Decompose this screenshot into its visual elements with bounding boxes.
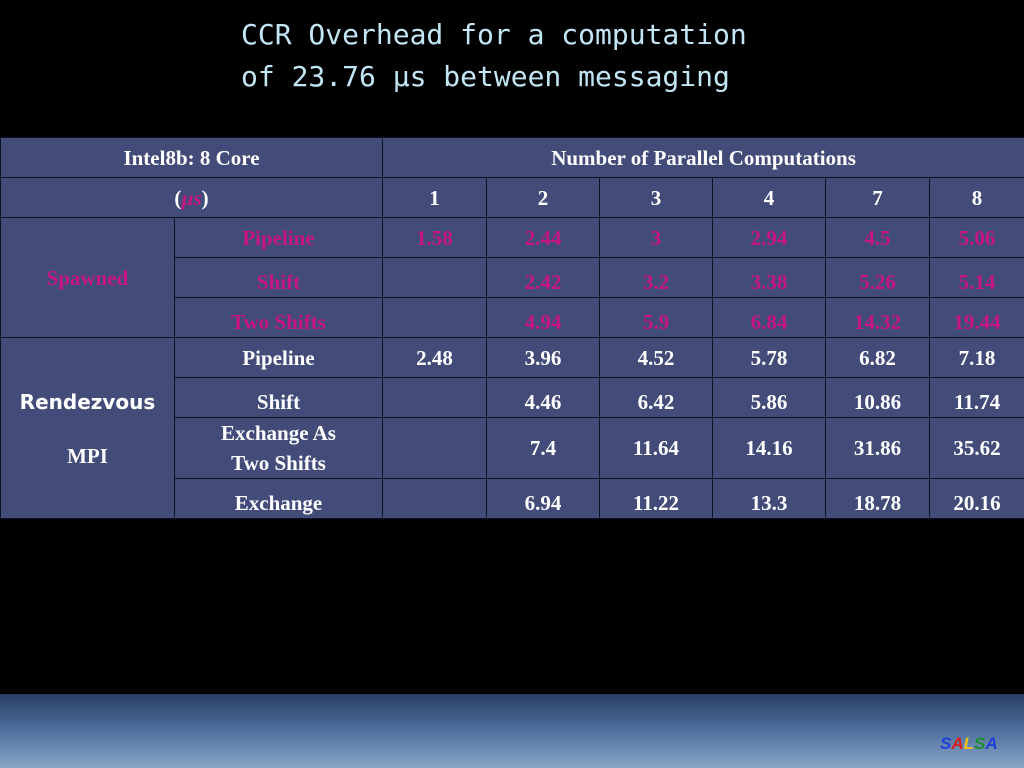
logo-letter: S (940, 734, 952, 753)
table-cell: 3.2 (599, 257, 714, 298)
table-cell: 5.78 (712, 337, 827, 378)
table-cell: 6.84 (712, 297, 827, 338)
table-cell: 5.86 (712, 377, 827, 418)
table-cell: 5.06 (929, 217, 1024, 258)
group-header: Number of Parallel Computations (382, 137, 1024, 178)
column-header: 3 (599, 177, 714, 218)
table-cell: 2.44 (486, 217, 601, 258)
table-cell (382, 257, 488, 298)
table-cell: 18.78 (825, 478, 931, 519)
table-row: Rendezvous MPI Pipeline 2.48 3.96 4.52 5… (0, 337, 1024, 519)
table-cell: 4.46 (486, 377, 601, 418)
unit-text: µs (181, 185, 202, 210)
table-cell (382, 417, 488, 479)
table-cell: 31.86 (825, 417, 931, 479)
row-label: Shift (173, 377, 384, 418)
logo-letter: S (974, 734, 986, 753)
table-cell (382, 297, 488, 338)
table-row: Shift 2.42 3.2 3.38 5.26 5.14 (1, 257, 1024, 298)
table-cell: 5.9 (599, 297, 714, 338)
table-cell: 1.58 (382, 217, 488, 258)
table-cell: 4.5 (825, 217, 931, 258)
column-header: 4 (712, 177, 827, 218)
table-cell: 5.14 (929, 257, 1024, 298)
table-cell: 19.44 (929, 297, 1024, 338)
table-cell: 4.52 (599, 337, 714, 378)
header-row-1: Intel8b: 8 Core Number of Parallel Compu… (0, 137, 1024, 178)
table-cell: 11.22 (599, 478, 714, 519)
salsa-logo: SALSA (940, 734, 998, 754)
unit-close: ) (201, 185, 209, 210)
title-area: CCR Overhead for a computation of 23.76 … (0, 0, 1024, 137)
column-header: 7 (825, 177, 931, 218)
table-cell: 3.96 (486, 337, 601, 378)
table-cell: 13.3 (712, 478, 827, 519)
table-cell: 20.16 (929, 478, 1024, 519)
table-cell: 4.94 (486, 297, 601, 338)
table-row: Exchange As Two Shifts 7.4 11.64 14.16 3… (1, 417, 1024, 479)
group-label-rendezvous: Rendezvous MPI (0, 337, 175, 519)
footer-band (0, 694, 1024, 768)
row-label: Shift (173, 257, 384, 298)
row-label: Pipeline (173, 217, 384, 258)
row-label: Exchange As Two Shifts (173, 417, 384, 479)
table-cell (382, 478, 488, 519)
group-label-line-1: Rendezvous (19, 390, 156, 414)
logo-letter: A (951, 734, 964, 753)
slide-title-line-1: CCR Overhead for a computation (241, 18, 747, 51)
row-label: Two Shifts (173, 297, 384, 338)
table-cell: 7.4 (486, 417, 601, 479)
unit-label: (µs) (0, 177, 384, 218)
slide-title-line-2: of 23.76 µs between messaging (241, 60, 730, 93)
table-row: Spawned Pipeline 1.58 2.44 3 2.94 4.5 5.… (0, 217, 1024, 338)
table-cell (382, 377, 488, 418)
overhead-table: Intel8b: 8 Core Number of Parallel Compu… (0, 137, 1024, 519)
table-cell: 6.42 (599, 377, 714, 418)
unit-open: ( (174, 185, 182, 210)
table-cell: 2.48 (382, 337, 488, 378)
table-cell: 10.86 (825, 377, 931, 418)
table-cell: 6.94 (486, 478, 601, 519)
row-label-line-1: Exchange As (221, 421, 336, 445)
row-label: Exchange (173, 478, 384, 519)
table-cell: 3 (599, 217, 714, 258)
row-label-line-2: Two Shifts (231, 451, 326, 475)
table-cell: 6.82 (825, 337, 931, 378)
table-cell: 11.64 (599, 417, 714, 479)
table-cell: 7.18 (929, 337, 1024, 378)
table-row: Shift 4.46 6.42 5.86 10.86 11.74 (1, 377, 1024, 418)
column-header: 2 (486, 177, 601, 218)
group-label-line-2: MPI (67, 444, 108, 468)
table-cell: 2.42 (486, 257, 601, 298)
column-header: 1 (382, 177, 488, 218)
group-label-spawned: Spawned (0, 217, 175, 338)
table-cell: 5.26 (825, 257, 931, 298)
table-cell: 2.94 (712, 217, 827, 258)
logo-letter: L (963, 734, 975, 753)
table-cell: 14.32 (825, 297, 931, 338)
header-row-2: (µs) 1 2 3 4 7 8 (0, 177, 1024, 218)
table-cell: 14.16 (712, 417, 827, 479)
table-cell: 11.74 (929, 377, 1024, 418)
table-row: Two Shifts 4.94 5.9 6.84 14.32 19.44 (1, 297, 1024, 338)
row-label: Pipeline (173, 337, 384, 378)
table-row: Exchange 6.94 11.22 13.3 18.78 20.16 (1, 478, 1024, 519)
corner-label: Intel8b: 8 Core (0, 137, 384, 178)
column-header: 8 (929, 177, 1024, 218)
table-cell: 3.38 (712, 257, 827, 298)
logo-letter: A (985, 734, 998, 753)
table-cell: 35.62 (929, 417, 1024, 479)
